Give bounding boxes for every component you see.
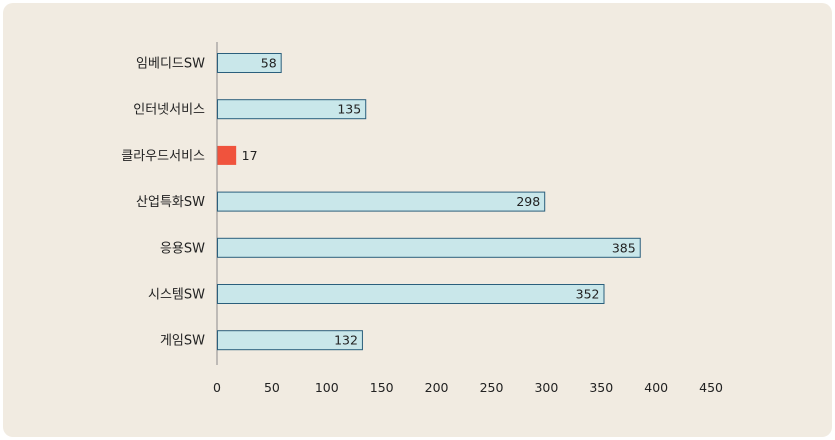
bar [217, 284, 605, 304]
value-label: 58 [261, 56, 277, 71]
value-label: 17 [242, 148, 258, 163]
x-tick-label: 50 [264, 380, 280, 395]
x-tick-label: 200 [425, 380, 449, 395]
value-label: 135 [337, 102, 361, 117]
x-tick-label: 250 [480, 380, 504, 395]
x-tick-label: 0 [213, 380, 221, 395]
x-tick-label: 400 [644, 380, 668, 395]
bar [217, 145, 237, 165]
category-label: 클라우드서비스 [121, 149, 205, 164]
category-label: 시스템SW [148, 288, 205, 303]
value-label: 132 [334, 333, 358, 348]
x-tick-label: 300 [534, 380, 558, 395]
bar [217, 99, 367, 120]
chart-card [3, 3, 832, 437]
value-label: 298 [516, 194, 540, 209]
category-label: 산업특화SW [136, 195, 205, 210]
category-label: 임베디드SW [136, 57, 205, 72]
bar [217, 53, 282, 73]
x-tick-label: 100 [315, 380, 339, 395]
category-label: 인터넷서비스 [133, 103, 205, 118]
value-label: 385 [612, 240, 636, 255]
category-label: 응용SW [160, 241, 205, 256]
bar [217, 330, 363, 351]
category-label: 게임SW [160, 334, 205, 349]
x-tick-label: 450 [699, 380, 723, 395]
x-tick-label: 150 [370, 380, 394, 395]
x-tick-label: 350 [589, 380, 613, 395]
bar [217, 237, 641, 258]
bar [217, 191, 546, 212]
value-label: 352 [576, 287, 600, 302]
